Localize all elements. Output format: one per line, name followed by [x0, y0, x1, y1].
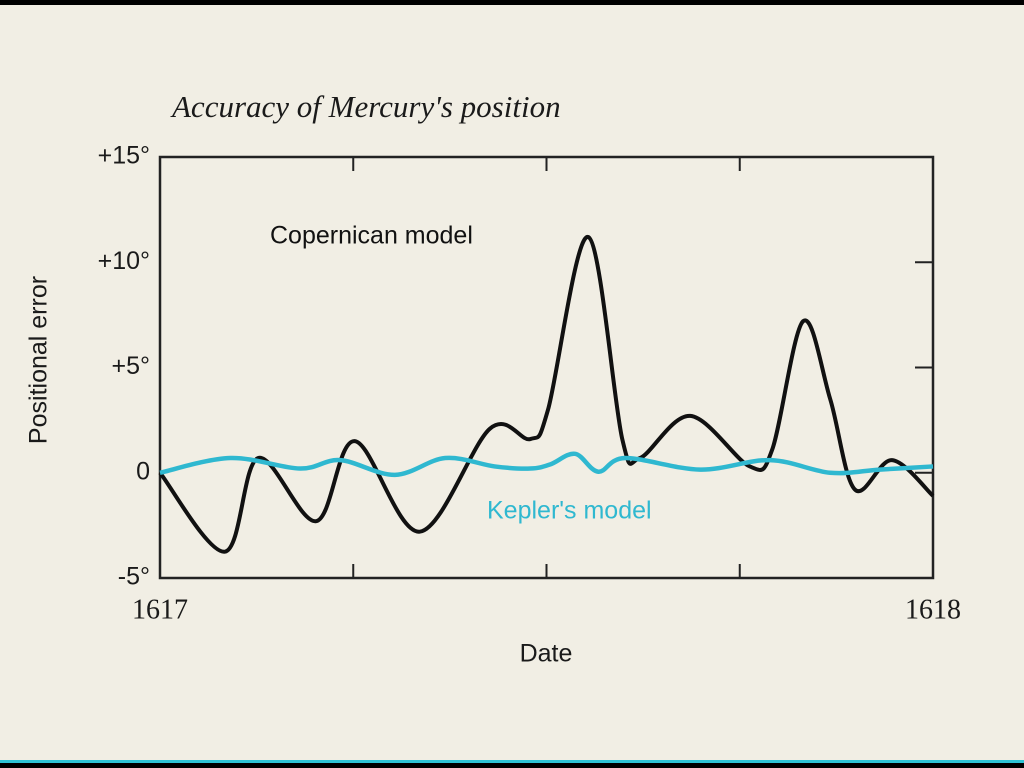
y-tick-label: 0: [136, 457, 150, 485]
y-tick-label: +15°: [98, 142, 150, 170]
x-tick-label: 1617: [132, 594, 188, 625]
x-tick-label: 1618: [905, 594, 961, 625]
chart-title: Accuracy of Mercury's position: [170, 89, 561, 124]
bottom-strip: [0, 760, 1024, 763]
y-tick-label: -5°: [118, 563, 150, 591]
y-tick-label: +10°: [98, 247, 150, 275]
y-axis-label: Positional error: [25, 276, 53, 444]
y-tick-label: +5°: [111, 352, 150, 380]
series-line: [158, 234, 935, 554]
x-axis-label: Date: [520, 640, 573, 668]
series-label: Kepler's model: [487, 497, 652, 525]
background: [0, 5, 1024, 761]
series-line: [159, 451, 934, 478]
series-label: Copernican model: [270, 222, 473, 250]
